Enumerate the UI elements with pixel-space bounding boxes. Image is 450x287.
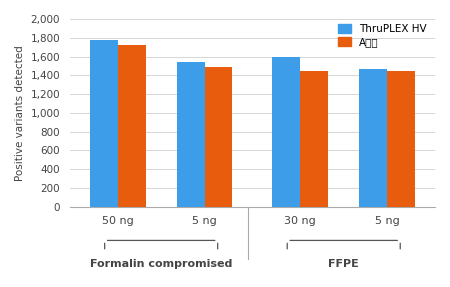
Bar bbox=[387, 71, 415, 207]
Bar bbox=[90, 40, 118, 207]
Bar bbox=[177, 62, 205, 207]
Bar bbox=[118, 45, 145, 207]
Bar bbox=[272, 57, 300, 207]
Bar bbox=[205, 67, 233, 207]
Bar bbox=[300, 71, 328, 207]
Text: FFPE: FFPE bbox=[328, 259, 359, 269]
Bar bbox=[360, 69, 387, 207]
Y-axis label: Positive variants detected: Positive variants detected bbox=[15, 45, 25, 181]
Legend: ThruPLEX HV, A公司: ThruPLEX HV, A公司 bbox=[335, 20, 430, 50]
Text: Formalin compromised: Formalin compromised bbox=[90, 259, 232, 269]
